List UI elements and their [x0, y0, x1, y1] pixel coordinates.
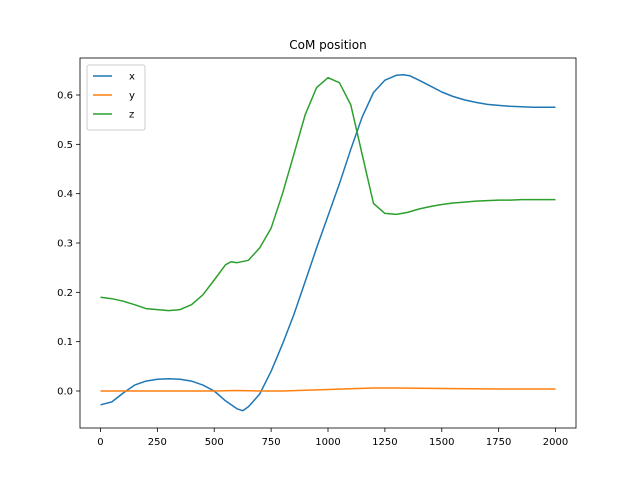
chart-title: CoM position: [289, 38, 366, 52]
y-tick-label: 0.2: [57, 288, 73, 299]
x-tick-label: 750: [262, 437, 281, 448]
series-line-y: [100, 387, 556, 392]
y-tick-label: 0.6: [57, 91, 73, 102]
y-tick-label: 0.0: [57, 387, 73, 398]
legend-label-z: z: [129, 110, 134, 121]
x-tick-label: 0: [97, 437, 103, 448]
x-tick-label: 1250: [372, 437, 397, 448]
x-tick-label: 250: [148, 437, 167, 448]
x-tick-label: 1500: [429, 437, 454, 448]
x-tick-label: 2000: [543, 437, 568, 448]
legend-box: [86, 64, 146, 131]
x-tick-label: 1750: [486, 437, 511, 448]
series-line-x: [100, 74, 556, 412]
series-line-z: [100, 76, 556, 312]
x-tick-label: 500: [205, 437, 224, 448]
legend-label-x: x: [129, 72, 135, 83]
x-tick-label: 1000: [315, 437, 340, 448]
y-tick-label: 0.3: [57, 239, 73, 250]
legend-label-y: y: [129, 91, 135, 102]
series-layer: [100, 74, 556, 412]
x-axis: 0 250 500 750 1000 1250 1500 1750 2000: [97, 428, 568, 448]
y-tick-label: 0.5: [57, 140, 73, 151]
legend: xyz: [86, 64, 146, 131]
y-tick-label: 0.4: [57, 189, 73, 200]
y-axis: 0.0 0.1 0.2 0.3 0.4 0.5 0.6: [57, 91, 80, 398]
y-tick-label: 0.1: [57, 337, 73, 348]
